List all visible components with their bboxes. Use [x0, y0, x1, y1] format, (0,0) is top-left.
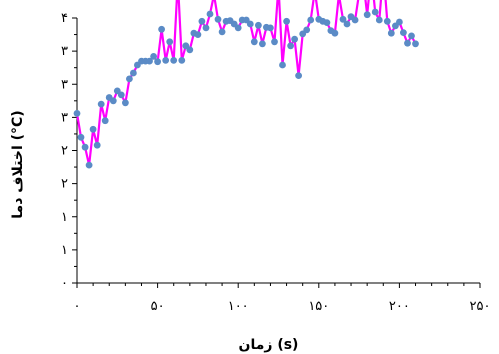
data-point [214, 15, 222, 23]
data-point [162, 57, 170, 64]
data-point [198, 17, 206, 25]
data-point [412, 40, 419, 48]
data-point [81, 143, 89, 151]
data-point [97, 100, 105, 108]
data-point [331, 29, 339, 37]
data-point [371, 8, 379, 16]
data-point [400, 29, 407, 36]
data-point [194, 31, 202, 38]
data-point [122, 99, 129, 107]
y-tick-label: ۳ [61, 44, 68, 59]
data-point [267, 24, 274, 32]
data-point [343, 20, 351, 28]
data-point [77, 133, 85, 141]
data-point [283, 17, 290, 25]
data-point [291, 35, 298, 43]
y-tick-label: ۴ [61, 11, 68, 26]
y-axis-ticks: ۰ ۱ ۱ ۲ ۲ ۳ ۳ ۳ ۴ [61, 11, 77, 291]
data-point [146, 57, 153, 65]
data-point [178, 57, 186, 64]
y-tick-label: ۲ [61, 144, 68, 159]
y-tick-label: ۱ [61, 210, 68, 225]
x-axis-ticks: ۰ ۵۰ ۱۰۰ ۱۵۰ ۲۰۰ ۲۵۰ [74, 283, 491, 314]
data-point [404, 39, 411, 47]
series-line [75, 0, 417, 167]
data-point [158, 25, 166, 33]
series-group [73, 0, 419, 169]
data-point [259, 40, 266, 48]
data-point [206, 10, 214, 18]
data-point [125, 75, 133, 83]
x-tick-label: ۱۰۰ [228, 299, 249, 314]
data-point [287, 42, 294, 50]
data-point [89, 125, 97, 133]
x-tick-label: ۰ [74, 299, 81, 314]
data-point [93, 141, 101, 149]
data-point [383, 17, 391, 25]
y-tick-label: ۳ [61, 77, 68, 92]
data-point [202, 24, 210, 32]
data-point [186, 46, 194, 54]
data-point [150, 53, 158, 60]
axes [76, 18, 480, 284]
data-point [154, 58, 162, 66]
data-point [218, 28, 226, 36]
data-point [387, 29, 395, 37]
data-point [279, 61, 286, 69]
y-tick-label: ۲ [61, 177, 68, 192]
data-point [101, 117, 109, 125]
data-point [408, 32, 415, 40]
data-point [250, 38, 258, 46]
y-tick-label: ۰ [61, 276, 68, 291]
data-point [170, 57, 178, 64]
data-point [323, 19, 331, 26]
data-point [295, 72, 302, 79]
y-tick-label: ۱ [61, 243, 68, 258]
data-point [117, 91, 125, 99]
x-tick-label: ۵۰ [151, 299, 165, 314]
data-point [166, 38, 174, 46]
data-point [271, 38, 278, 46]
data-point [234, 24, 242, 32]
data-point [85, 161, 93, 169]
x-tick-label: ۲۰۰ [389, 299, 410, 314]
data-point [255, 21, 262, 29]
x-tick-label: ۱۵۰ [308, 299, 329, 314]
data-point [307, 16, 315, 24]
data-point [130, 69, 137, 77]
data-point [109, 97, 117, 105]
data-point [375, 16, 383, 24]
y-tick-label: ۳ [61, 110, 68, 125]
data-point [303, 26, 311, 34]
data-point [339, 15, 347, 23]
x-axis-title: زمان (s) [239, 337, 299, 353]
data-point [351, 16, 359, 24]
data-point [396, 18, 403, 26]
data-point [246, 20, 254, 28]
y-axis-title: اختلاف دما (°C) [10, 110, 26, 218]
x-tick-label: ۲۵۰ [470, 299, 491, 314]
data-point [363, 11, 371, 19]
data-point [73, 110, 81, 117]
